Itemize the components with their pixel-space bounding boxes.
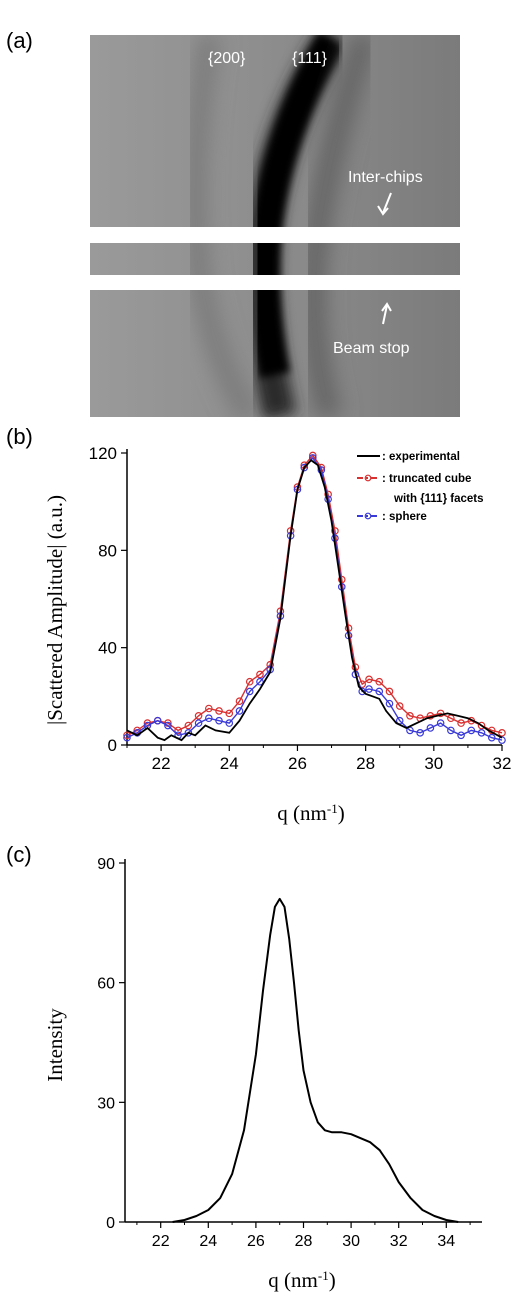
y-tick-label: 0 (106, 1215, 115, 1232)
series-2-point (245, 687, 254, 696)
panel-label-c: (c) (6, 842, 32, 867)
series-1-point (235, 697, 244, 706)
y-tick-label: 60 (97, 976, 115, 993)
series-2-point (123, 733, 131, 742)
x-tick-label: 30 (424, 754, 443, 773)
series-2-point (426, 724, 435, 732)
x-tick-label: 34 (437, 1233, 455, 1250)
series-1-point (477, 721, 486, 730)
series-2-point (447, 726, 455, 735)
legend-marker-2 (364, 512, 372, 520)
series-1-point (174, 726, 182, 735)
series-1-point (194, 711, 203, 720)
series-1-point (385, 687, 394, 696)
x-tick-label: 28 (295, 1233, 313, 1250)
series-2-point (256, 677, 264, 686)
series-2-point (215, 716, 223, 725)
series-1-point (256, 670, 264, 679)
beam-stop-label: Beam stop (333, 340, 410, 357)
series-2-point (205, 714, 213, 723)
series-1-point (406, 711, 414, 720)
x-tick-label: 24 (199, 1233, 217, 1250)
legend-marker-1 (364, 474, 372, 482)
chart-b-ylabel: |Scattered Amplitude| (a.u.) (43, 495, 67, 725)
series-2-point (416, 729, 424, 737)
panel-label-a: (a) (6, 28, 33, 53)
legend-label-0: : experimental (382, 451, 460, 463)
series-2-point (300, 463, 309, 472)
series-1-point (205, 704, 213, 713)
series-1-point (225, 709, 234, 718)
series-1-point (184, 721, 193, 730)
series-1-point (365, 675, 373, 684)
chart-b-xlabel: q (nm-1) (277, 801, 344, 826)
series-2-point (385, 699, 394, 708)
series-2-point (375, 687, 384, 696)
y-tick-label: 90 (97, 856, 115, 873)
y-tick-label: 120 (89, 444, 117, 463)
x-tick-label: 32 (390, 1233, 408, 1250)
series-1-point (215, 707, 223, 715)
ring-label-111: {111} (292, 50, 328, 67)
series-2-point (153, 716, 162, 725)
chart-c-intensity: 22 24 26 28 30 32 34 0 30 60 90 Intensity q (nm-1) (43, 856, 482, 1293)
series-2-point (194, 719, 203, 727)
series-2-point (365, 685, 373, 693)
x-tick-label: 26 (247, 1233, 265, 1250)
x-tick-label: 22 (152, 754, 171, 773)
chart-b-scattered-amplitude: 22 24 26 28 30 32 0 40 80 120 : experimental : tru… (43, 444, 512, 826)
series-2-point (225, 719, 234, 727)
panel-label-b: (b) (6, 424, 33, 449)
intensity-curve (172, 897, 459, 1223)
y-tick-label: 0 (108, 736, 117, 755)
series-1-point (123, 731, 131, 740)
series-line-0 (126, 459, 503, 742)
x-tick-label: 26 (288, 754, 307, 773)
series-1-point (395, 702, 404, 710)
series-1-point (245, 677, 254, 686)
series-2-point (436, 719, 445, 727)
x-tick-label: 30 (342, 1233, 360, 1250)
series-2-point (164, 721, 172, 730)
chart-c-ylabel: Intensity (43, 1008, 67, 1082)
legend-label-1-line2: with {111} facets (393, 493, 484, 505)
series-2-point (467, 726, 476, 735)
series-1-point (498, 729, 506, 737)
ring-label-200: {200} (208, 50, 246, 67)
series-1-point (457, 719, 465, 727)
series-2-point (358, 687, 367, 696)
chart-b-legend: : experimental : truncated cube : sphere wi… (357, 451, 484, 523)
series-1-point (375, 677, 384, 686)
series-2-point (487, 733, 496, 742)
y-tick-label: 80 (98, 541, 117, 560)
legend-label-2: : sphere (382, 511, 427, 523)
legend-label-1: : truncated cube (382, 473, 471, 485)
beam-stop-arrow (381, 302, 392, 325)
y-tick-label: 30 (97, 1095, 115, 1112)
series-2-point (184, 729, 193, 737)
inter-chips-label: Inter-chips (348, 169, 423, 186)
y-tick-label: 40 (98, 639, 117, 658)
x-tick-label: 32 (493, 754, 512, 773)
series-2-point (457, 731, 465, 740)
chart-c-xlabel: q (nm-1) (268, 1268, 335, 1293)
x-tick-label: 28 (356, 754, 375, 773)
series-2-point (235, 707, 244, 715)
inter-chips-arrow (377, 192, 392, 216)
detector-image: {200} {111} Inter-chips Beam stop (90, 35, 460, 417)
x-tick-label: 22 (152, 1233, 170, 1250)
x-tick-label: 24 (220, 754, 239, 773)
series-2-point (477, 729, 486, 737)
